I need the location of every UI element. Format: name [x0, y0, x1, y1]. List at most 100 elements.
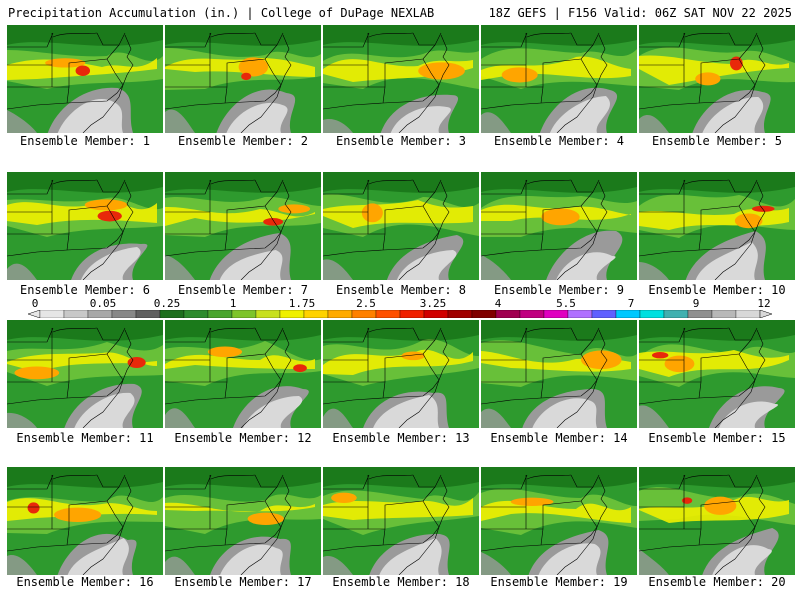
- ensemble-panel-6: [7, 172, 163, 280]
- precip-field: [81, 247, 141, 280]
- ensemble-panel-19: [481, 467, 637, 575]
- colorbar-segment: [303, 310, 329, 318]
- precip-field: [241, 72, 252, 81]
- ensemble-panel-5: [639, 25, 795, 133]
- state-boundaries: [7, 474, 134, 575]
- precip-field: [481, 320, 637, 341]
- colorbar-segment: [135, 310, 161, 318]
- precip-field: [481, 467, 637, 488]
- colorbar-tick-label: 3.25: [419, 297, 447, 310]
- precip-field: [734, 213, 763, 229]
- precip-field: [165, 320, 321, 341]
- colorbar-segment: [63, 310, 89, 318]
- ensemble-panel-11: [7, 320, 163, 428]
- colorbar-tick-label: 1: [229, 297, 237, 310]
- state-boundaries: [7, 179, 134, 280]
- precip-field: [165, 467, 321, 488]
- colorbar-segment: [663, 310, 689, 318]
- ensemble-panel-2: [165, 25, 321, 133]
- precip-field: [7, 555, 37, 575]
- precip-field: [751, 205, 775, 212]
- precip-field: [242, 396, 303, 428]
- ensemble-panel-8: [323, 172, 479, 280]
- ensemble-panel-20: [639, 467, 795, 575]
- page-title: Precipitation Accumulation (in.) | Colle…: [8, 6, 435, 20]
- precip-field: [165, 494, 321, 534]
- precip-field: [664, 355, 695, 373]
- precip-field: [7, 263, 37, 280]
- colorbar-segment: [423, 310, 449, 318]
- precip-field: [639, 172, 795, 193]
- precip-field: [538, 543, 601, 575]
- state-boundaries: [639, 179, 766, 280]
- run-info: 18Z GEFS | F156 Valid: 06Z SAT NOV 22 20…: [488, 6, 792, 20]
- colorbar-segment: [207, 310, 233, 318]
- precip-field: [481, 172, 637, 193]
- precip-field: [54, 507, 102, 523]
- colorbar-segment: [255, 310, 281, 318]
- precip-field: [165, 109, 195, 133]
- precip-field: [67, 538, 129, 575]
- state-boundaries: [481, 327, 608, 428]
- precip-field: [293, 364, 307, 373]
- colorbar-tick-label: 4: [494, 297, 502, 310]
- precip-field: [695, 72, 721, 86]
- colorbar-segment: [591, 310, 617, 318]
- panel-caption-2: Ensemble Member: 2: [177, 134, 309, 148]
- ensemble-panel-9: [481, 172, 637, 280]
- precip-field: [323, 119, 353, 133]
- precip-field: [373, 395, 439, 428]
- precip-field: [556, 252, 616, 280]
- panel-caption-6: Ensemble Member: 6: [19, 283, 151, 297]
- precip-field: [7, 412, 37, 428]
- precip-field: [165, 354, 315, 369]
- precip-field: [247, 512, 284, 526]
- precip-field: [7, 25, 163, 46]
- colorbar-tick-label: 2.5: [356, 297, 376, 310]
- precip-field: [639, 405, 669, 428]
- precip-field: [323, 320, 479, 341]
- colorbar-segment: [639, 310, 665, 318]
- state-boundaries: [165, 327, 292, 428]
- precip-field: [323, 259, 353, 280]
- precip-field: [702, 96, 764, 133]
- panel-caption-7: Ensemble Member: 7: [177, 283, 309, 297]
- colorbar-segment: [543, 310, 569, 318]
- precip-field: [165, 408, 195, 428]
- colorbar-segment: [471, 310, 497, 318]
- panel-caption-8: Ensemble Member: 8: [335, 283, 467, 297]
- precip-field: [323, 467, 479, 488]
- ensemble-panel-18: [323, 467, 479, 575]
- colorbar-tick-label: 12: [757, 297, 771, 310]
- precip-field: [165, 25, 321, 46]
- precip-field: [220, 544, 283, 575]
- ensemble-panel-17: [165, 467, 321, 575]
- precip-field: [57, 99, 123, 133]
- precip-field: [639, 25, 795, 46]
- precip-field: [219, 250, 283, 280]
- precip-field: [323, 349, 473, 375]
- colorbar-segment: [111, 310, 137, 318]
- precip-field: [581, 350, 622, 370]
- colorbar-tick-label: 0.25: [153, 297, 181, 310]
- precip-field: [481, 552, 511, 575]
- precip-field: [27, 502, 40, 514]
- colorbar-segment: [39, 310, 65, 318]
- precip-field: [639, 320, 795, 341]
- colorbar-segment: [399, 310, 425, 318]
- state-boundaries: [165, 179, 292, 280]
- precip-field: [323, 408, 353, 428]
- panel-caption-4: Ensemble Member: 4: [493, 134, 625, 148]
- precip-field: [651, 352, 669, 359]
- panel-caption-9: Ensemble Member: 9: [493, 283, 625, 297]
- precip-field: [639, 467, 795, 488]
- precip-field: [7, 467, 163, 488]
- precip-field: [165, 556, 195, 575]
- precip-field: [704, 496, 737, 515]
- panel-caption-10: Ensemble Member: 10: [648, 283, 786, 297]
- ensemble-panel-13: [323, 320, 479, 428]
- precip-field: [75, 65, 91, 76]
- state-boundaries: [481, 179, 608, 280]
- panel-caption-17: Ensemble Member: 17: [174, 575, 312, 589]
- precip-field: [14, 366, 60, 380]
